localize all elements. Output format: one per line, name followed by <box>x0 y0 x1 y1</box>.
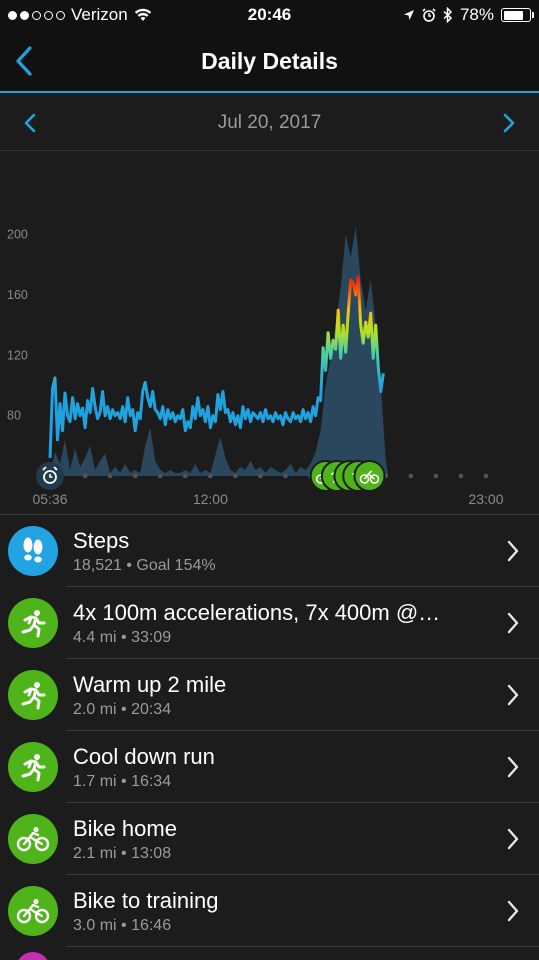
timeline-dot <box>408 473 414 479</box>
run-icon <box>8 670 58 720</box>
list-item-partial-icon <box>16 952 50 960</box>
x-tick-label: 23:00 <box>468 491 503 507</box>
activity-subtitle: 2.0 mi • 20:34 <box>73 701 172 718</box>
timeline-dot <box>82 473 88 479</box>
bike-icon <box>8 814 58 864</box>
y-tick-label: 120 <box>7 348 28 362</box>
list-item-activity[interactable]: Bike to training 3.0 mi • 16:46 <box>0 875 539 947</box>
timeline-dot <box>158 473 163 479</box>
current-date: Jul 20, 2017 <box>217 112 322 133</box>
timeline-dot <box>458 473 464 479</box>
timeline-dot <box>283 473 288 479</box>
heart-rate-line <box>48 275 385 458</box>
alarm-icon-hands <box>49 474 53 478</box>
activity-subtitle: 4.4 mi • 33:09 <box>73 629 172 646</box>
timeline-dot <box>258 473 263 479</box>
chevron-left-icon <box>16 46 32 76</box>
status-right: 78% <box>403 5 534 25</box>
status-left: Verizon <box>8 5 152 25</box>
timeline-dot <box>107 473 113 479</box>
carrier-label: Verizon <box>71 5 128 24</box>
activity-list: Steps 18,521 • Goal 154% 4x 100m acceler… <box>0 514 539 947</box>
timeline-dot <box>233 473 238 479</box>
activity-title: Cool down run <box>73 744 215 769</box>
timeline-dot <box>208 473 213 479</box>
location-arrow-icon <box>403 10 414 20</box>
run-icon <box>8 742 58 792</box>
y-tick-label: 200 <box>7 228 28 242</box>
alarm-clock-icon <box>422 8 436 22</box>
list-item-activity[interactable]: Bike home 2.1 mi • 13:08 <box>0 803 539 875</box>
x-tick-label: 05:36 <box>32 491 67 507</box>
list-item-steps[interactable]: Steps 18,521 • Goal 154% <box>0 515 539 587</box>
timeline-dot <box>483 473 489 479</box>
step-activity-area <box>50 227 389 476</box>
list-item-activity[interactable]: Warm up 2 mile 2.0 mi • 20:34 <box>0 659 539 731</box>
timeline-dot <box>433 473 439 479</box>
footsteps-icon <box>8 526 58 576</box>
chevron-right-icon <box>507 900 519 922</box>
next-day-button[interactable] <box>495 107 523 139</box>
date-navigator: Jul 20, 2017 <box>0 95 539 151</box>
chevron-right-icon <box>507 684 519 706</box>
alarm-icon-bells <box>42 466 58 471</box>
back-button[interactable] <box>8 42 40 80</box>
bike-icon <box>359 474 370 484</box>
bluetooth-icon <box>443 7 453 23</box>
chevron-right-icon <box>507 612 519 634</box>
activity-marker <box>353 460 386 492</box>
chevron-left-icon <box>24 113 36 133</box>
battery-icon <box>501 8 534 22</box>
timeline-dot <box>183 473 188 479</box>
chevron-right-icon <box>507 540 519 562</box>
bike-icon-wheel <box>369 474 380 484</box>
activity-subtitle: 1.7 mi • 16:34 <box>73 773 172 790</box>
wifi-icon <box>134 8 151 21</box>
activity-title: Bike home <box>73 816 177 841</box>
list-item-activity[interactable]: 4x 100m accelerations, 7x 400m @… 4.4 mi… <box>0 587 539 659</box>
activity-title: 4x 100m accelerations, 7x 400m @… <box>73 600 441 625</box>
list-item-activity[interactable]: Cool down run 1.7 mi • 16:34 <box>0 731 539 803</box>
chevron-right-icon <box>507 828 519 850</box>
y-tick-label: 80 <box>7 409 21 423</box>
activity-subtitle: 3.0 mi • 16:46 <box>73 917 172 934</box>
y-tick-label: 160 <box>7 288 28 302</box>
status-bar: Verizon 20:46 78% <box>0 0 539 30</box>
navigation-bar: Daily Details <box>0 30 539 93</box>
activity-subtitle: 2.1 mi • 13:08 <box>73 845 172 862</box>
chevron-right-icon <box>507 756 519 778</box>
heart-rate-chart[interactable]: 80 120 160 200 05:36 12:00 23:00 <box>0 152 539 514</box>
page-title: Daily Details <box>201 48 338 74</box>
activity-subtitle: 18,521 • Goal 154% <box>73 557 216 574</box>
battery-percent: 78% <box>459 5 494 24</box>
bike-icon <box>8 886 58 936</box>
bike-icon-frame <box>363 470 375 480</box>
status-time: 20:46 <box>247 5 292 24</box>
activity-title: Warm up 2 mile <box>73 672 227 697</box>
timeline-dot <box>132 473 138 479</box>
activity-title: Bike to training <box>73 888 219 913</box>
run-icon <box>8 598 58 648</box>
activity-title: Steps <box>73 528 130 553</box>
heart-rate-chart-svg: 80 120 160 200 05:36 12:00 23:00 <box>7 227 504 507</box>
previous-day-button[interactable] <box>16 107 44 139</box>
x-tick-label: 12:00 <box>193 491 228 507</box>
alarm-icon-face <box>43 470 57 484</box>
signal-strength-icon <box>8 10 65 20</box>
chevron-right-icon <box>503 113 515 133</box>
